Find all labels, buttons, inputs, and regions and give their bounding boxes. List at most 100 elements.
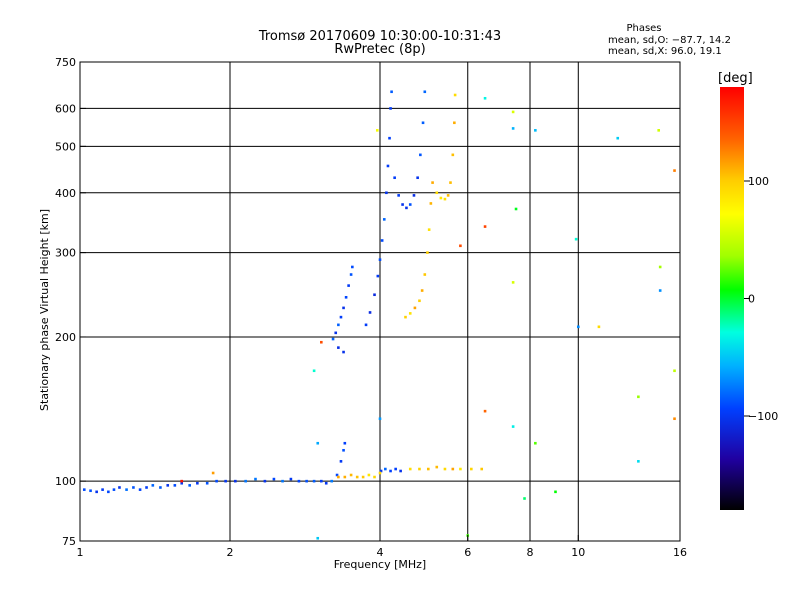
data-point [82,488,86,491]
data-point [320,479,323,483]
data-point [196,481,199,485]
data-point [281,479,284,483]
data-point [480,467,484,471]
x-axis-label: Frequency [MHz] [334,558,426,571]
data-point [597,325,601,329]
data-point [316,536,320,540]
data-point [324,481,328,485]
data-point [312,479,316,483]
data-point [637,460,640,463]
y-axis-label: Stationary phase Virtual Height [km] [38,209,51,411]
data-point [361,475,365,479]
data-point [429,202,433,205]
data-point [305,479,308,483]
data-point [337,475,340,479]
data-point [166,484,170,487]
data-point [132,486,135,489]
data-point [342,350,345,354]
data-point [188,484,191,487]
data-point [379,469,383,473]
data-point [443,467,447,471]
data-point [378,417,382,421]
data-point [511,127,515,130]
chart-subtitle: RwPretec (8p) [334,42,425,57]
data-point [289,477,293,481]
colorbar-tick-label: 0 [748,293,755,306]
colorbar-label: [deg] [718,71,753,86]
data-point [673,417,676,421]
data-point [408,203,412,206]
y-tick-label: 300 [55,247,76,260]
data-point [514,207,518,211]
data-point [511,110,515,114]
y-tick-label: 750 [55,56,76,69]
data-point [343,475,347,479]
data-point [335,473,339,477]
data-point [523,497,526,500]
data-point [364,323,368,327]
y-tick-label: 200 [55,331,76,344]
data-point [373,475,376,479]
y-tick-label: 500 [55,140,76,153]
data-point [151,484,155,487]
data-point [272,477,276,481]
chart-title: Tromsø 20170609 10:30:00-10:31:43 [258,29,501,44]
colorbar-tick-label: 100 [748,175,769,188]
data-point [511,425,515,428]
data-point [451,153,455,157]
data-point [89,489,92,493]
data-point [435,191,439,195]
y-tick-label: 600 [55,102,76,115]
data-point [382,218,386,221]
legend-line-x: mean, sd,X: 96.0, 19.1 [608,46,722,57]
data-point [101,488,104,491]
data-point [180,481,184,485]
data-point [337,323,340,327]
legend-title: Phases [626,23,661,34]
data-point [534,441,537,445]
data-point [297,479,301,483]
data-point [342,448,345,452]
data-point [138,488,142,491]
data-point [378,471,382,475]
data-point [574,237,578,241]
data-point [390,90,393,94]
data-point [389,469,392,473]
data-point [351,265,354,269]
data-point [159,486,162,489]
data-point [416,176,419,180]
data-point [331,337,335,341]
x-tick-label: 2 [227,546,234,559]
x-tick-label: 4 [377,546,384,559]
data-point [673,169,676,172]
data-point [408,312,412,315]
data-point [412,194,416,197]
data-point [431,181,434,184]
data-point [375,129,379,132]
data-point [483,409,487,413]
data-point [554,490,557,494]
data-point [344,296,348,299]
data-point [339,315,343,319]
x-tick-label: 8 [527,546,534,559]
colorbar-ticks: 100 0 −100 [744,175,778,423]
data-point [658,289,662,292]
data-point [145,486,148,489]
data-point [470,467,473,471]
data-points [82,90,676,540]
data-point [419,153,422,157]
data-point [453,93,457,97]
data-point [394,467,397,471]
data-point [418,299,421,303]
data-point [453,121,456,125]
data-point [316,441,320,445]
data-point [449,181,452,184]
y-axis-ticks: 75 100 200 300 400 500 600 750 [55,56,86,548]
data-point [263,479,267,483]
data-point [421,121,425,125]
data-point [211,471,215,475]
data-point [349,273,353,276]
data-point [413,306,417,310]
data-point [180,479,184,483]
x-tick-label: 6 [464,546,471,559]
